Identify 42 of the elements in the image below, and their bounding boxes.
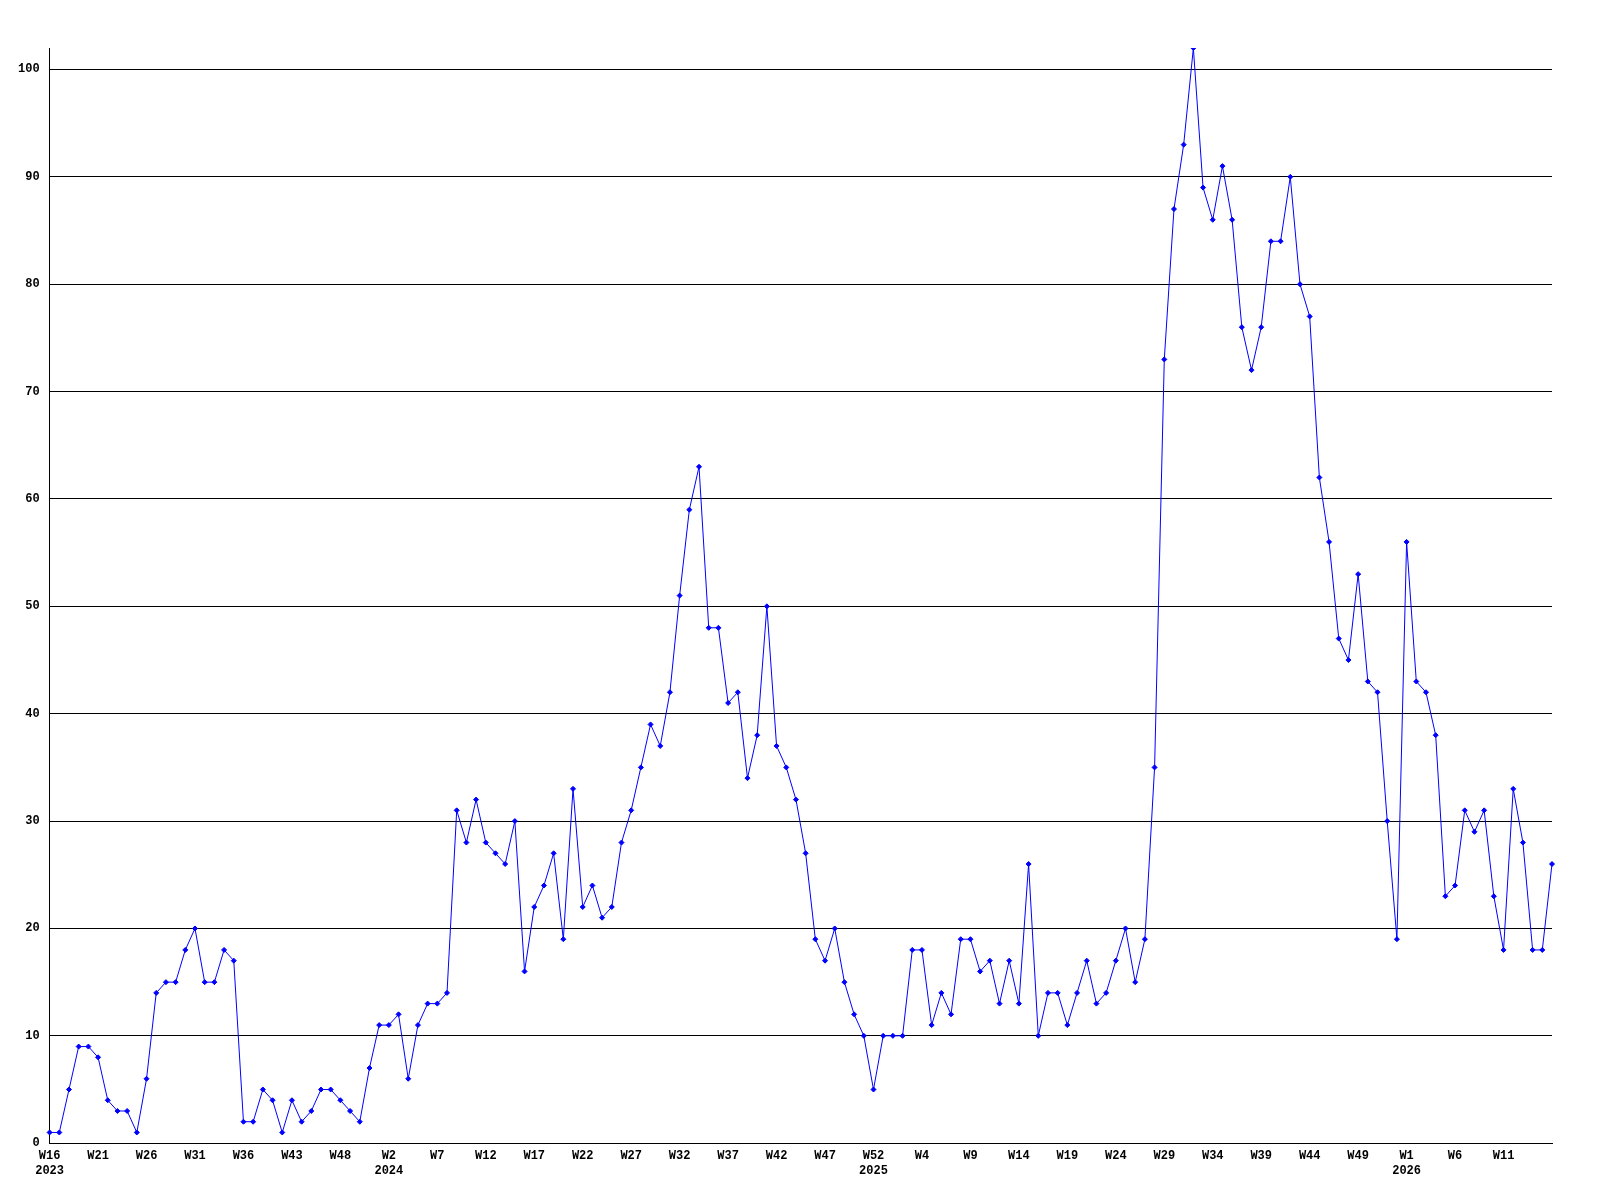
x-tick-label: W14 <box>1008 1149 1030 1164</box>
x-tick-label: W17 <box>523 1149 546 1164</box>
x-tick-label: W43 <box>281 1149 303 1164</box>
y-tick-label: 40 <box>25 706 40 721</box>
x-tick-label: W7 <box>430 1149 445 1164</box>
x-tick-label: W29 <box>1153 1149 1176 1164</box>
y-tick-label: 100 <box>17 62 40 77</box>
y-tick-label: 10 <box>25 1028 40 1043</box>
y-tick-label: 50 <box>25 599 40 614</box>
x-tick-label: W16 2023 <box>35 1149 65 1178</box>
x-tick-label: W47 <box>814 1149 836 1164</box>
y-tick-label: 70 <box>25 384 40 399</box>
x-tick-label: W31 <box>184 1149 206 1164</box>
x-tick-label: W6 <box>1447 1149 1463 1164</box>
x-tick-label: W34 <box>1201 1149 1224 1164</box>
x-tick-label: W37 <box>717 1149 739 1164</box>
x-tick-label: W27 <box>620 1149 642 1164</box>
y-tick-label: 80 <box>25 277 40 292</box>
x-tick-label: W44 <box>1298 1149 1321 1164</box>
x-tick-label: W36 <box>232 1149 255 1164</box>
x-tick-label: W2 2024 <box>374 1149 404 1178</box>
y-tick-label: 20 <box>25 921 40 936</box>
x-tick-label: W1 2026 <box>1392 1149 1422 1178</box>
x-tick-label: W11 <box>1492 1149 1515 1164</box>
y-tick-label: 0 <box>32 1136 40 1151</box>
y-tick-label: 90 <box>25 169 40 184</box>
x-tick-label: W52 2025 <box>859 1149 888 1178</box>
x-tick-label: W4 <box>914 1149 930 1164</box>
x-tick-label: W21 <box>87 1149 109 1164</box>
x-tick-label: W9 <box>963 1149 978 1164</box>
x-tick-label: W24 <box>1105 1149 1127 1164</box>
x-tick-label: W39 <box>1250 1149 1273 1164</box>
x-tick-label: W19 <box>1056 1149 1079 1164</box>
x-tick-label: W12 <box>474 1149 497 1164</box>
x-tick-label: W26 <box>135 1149 158 1164</box>
y-tick-label: 60 <box>25 491 40 506</box>
x-tick-label: W32 <box>668 1149 691 1164</box>
x-tick-label: W48 <box>329 1149 352 1164</box>
y-tick-label: 30 <box>25 814 40 829</box>
x-tick-label: W49 <box>1347 1149 1369 1164</box>
x-tick-label: W22 <box>571 1149 594 1164</box>
x-tick-label: W42 <box>765 1149 788 1164</box>
